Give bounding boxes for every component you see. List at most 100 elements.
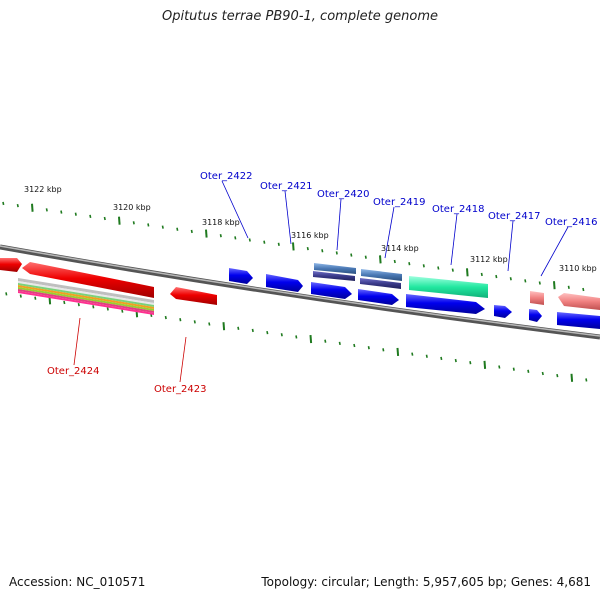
tick-mark xyxy=(306,246,309,251)
gene-arrow-oter-2424[interactable] xyxy=(22,262,154,298)
feature-oter-2418 xyxy=(409,276,488,298)
tick-mark xyxy=(309,334,313,344)
gene-arrow-oter-2423[interactable] xyxy=(170,287,217,305)
tick-mark xyxy=(321,249,324,253)
tick-mark xyxy=(469,361,472,365)
tick-mark xyxy=(350,253,353,257)
reverse-strand-genes xyxy=(0,258,600,315)
tick-mark xyxy=(483,360,487,369)
tick-mark xyxy=(335,251,338,255)
feature-oter-2419-a xyxy=(361,269,402,281)
tick-mark xyxy=(567,285,570,289)
scale-label-3112: 3112 kbp xyxy=(470,255,508,264)
tick-mark xyxy=(121,309,124,313)
tick-mark xyxy=(89,214,92,219)
tick-mark xyxy=(292,242,295,251)
scale-label-3122: 3122 kbp xyxy=(24,185,62,194)
tick-mark xyxy=(34,296,37,300)
tick-mark xyxy=(92,305,95,309)
scale-label-3110: 3110 kbp xyxy=(559,264,597,273)
tick-mark xyxy=(60,210,63,214)
tick-mark xyxy=(512,367,515,371)
gene-arrow-salmon[interactable] xyxy=(530,291,544,305)
gene-arrow-oter-2422[interactable] xyxy=(229,268,253,284)
tick-mark xyxy=(527,369,530,373)
tick-mark xyxy=(190,229,193,234)
gene-arrow-oter-2421[interactable] xyxy=(266,274,303,292)
forward-strand-genes xyxy=(229,263,600,329)
genome-backbone-highlight xyxy=(0,245,600,337)
summary-text: Topology: circular; Length: 5,957,605 bp… xyxy=(261,575,591,589)
tick-mark xyxy=(280,333,283,337)
tick-mark xyxy=(103,216,106,221)
tick-mark xyxy=(208,322,211,326)
scale-label-3118: 3118 kbp xyxy=(202,218,240,227)
gene-arrow-oter-2417[interactable] xyxy=(494,305,512,318)
tick-mark xyxy=(570,373,574,382)
tick-mark xyxy=(393,259,396,264)
scale-label-3120: 3120 kbp xyxy=(113,203,151,212)
gene-arrow-oter-2416[interactable] xyxy=(529,309,542,322)
reverse-gene-labels: Oter_2424 Oter_2423 xyxy=(47,317,207,395)
tick-mark xyxy=(19,294,22,298)
tick-mark xyxy=(266,330,269,335)
gene-label-oter-2419[interactable]: Oter_2419 xyxy=(373,197,426,208)
gene-label-oter-2421[interactable]: Oter_2421 xyxy=(260,181,313,192)
tick-mark xyxy=(538,281,541,285)
tick-mark xyxy=(480,272,483,277)
gene-label-oter-2416[interactable]: Oter_2416 xyxy=(545,217,598,228)
forward-gene-labels: Oter_2422 Oter_2421 Oter_2420 Oter_2419 … xyxy=(200,171,598,277)
gene-arrow-oter-2419[interactable] xyxy=(358,289,399,305)
tick-mark xyxy=(164,315,167,320)
tick-mark xyxy=(440,356,443,361)
gene-arrow[interactable] xyxy=(0,258,22,272)
tick-mark xyxy=(132,221,135,225)
tick-mark xyxy=(353,343,356,348)
tick-mark xyxy=(277,242,280,246)
feature-oter-2420-a xyxy=(314,263,356,274)
tick-mark xyxy=(5,292,8,296)
tick-mark xyxy=(251,328,254,333)
tick-mark xyxy=(437,266,440,270)
tick-mark xyxy=(147,223,150,227)
tick-mark xyxy=(248,238,251,242)
tick-mark xyxy=(541,371,544,376)
tick-mark xyxy=(364,255,367,259)
tick-mark xyxy=(524,279,527,283)
tick-mark xyxy=(338,341,341,346)
tick-mark xyxy=(2,201,5,206)
gene-arrow-oter-2416-b[interactable] xyxy=(557,312,600,329)
gene-label-oter-2418[interactable]: Oter_2418 xyxy=(432,204,485,215)
tick-mark xyxy=(451,268,454,272)
tick-mark xyxy=(118,216,121,225)
feature-oter-2419-b xyxy=(360,278,401,289)
tick-mark xyxy=(176,227,179,231)
gene-arrow-oter-2418[interactable] xyxy=(406,294,485,314)
tick-mark xyxy=(466,268,469,277)
tick-mark xyxy=(553,281,556,290)
gene-label-oter-2417[interactable]: Oter_2417 xyxy=(488,211,541,222)
gene-label-oter-2422[interactable]: Oter_2422 xyxy=(200,171,253,182)
tick-mark xyxy=(495,274,498,279)
gene-arrow-salmon-2[interactable] xyxy=(558,293,600,310)
tick-mark xyxy=(222,322,226,331)
tick-mark xyxy=(77,302,80,307)
feature-oter-2420-b xyxy=(313,271,355,281)
gene-arrow-oter-2420[interactable] xyxy=(311,282,352,299)
scale-labels: 3122 kbp 3120 kbp 3118 kbp 3116 kbp 3114… xyxy=(24,185,597,273)
tick-mark xyxy=(582,287,585,292)
gene-label-oter-2420[interactable]: Oter_2420 xyxy=(317,189,370,200)
tick-mark xyxy=(498,365,501,369)
tick-mark xyxy=(556,373,559,378)
gene-label-oter-2424[interactable]: Oter_2424 xyxy=(47,366,100,377)
feature-stack-oter-2424 xyxy=(18,278,154,315)
accession-text: Accession: NC_010571 xyxy=(9,575,146,589)
tick-mark xyxy=(379,255,382,264)
tick-mark xyxy=(382,348,385,352)
tick-mark xyxy=(422,264,425,268)
genome-backbone xyxy=(0,244,600,340)
tick-mark xyxy=(106,307,109,311)
tick-mark xyxy=(585,378,588,382)
gene-label-oter-2423[interactable]: Oter_2423 xyxy=(154,384,207,395)
map-title: Opitutus terrae PB90-1, complete genome xyxy=(161,9,439,24)
